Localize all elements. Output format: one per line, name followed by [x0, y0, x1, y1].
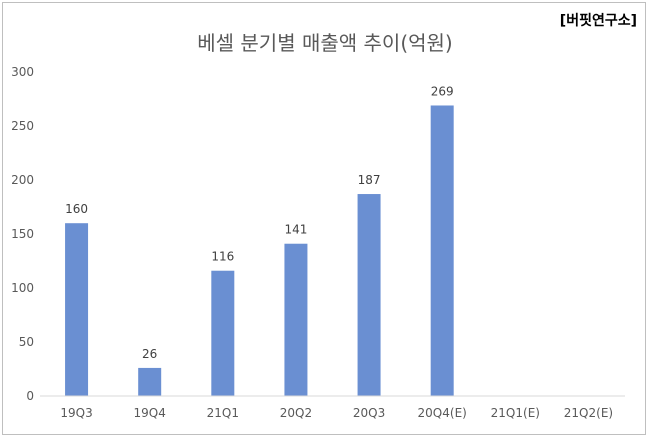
y-tick-label: 150 — [11, 227, 34, 241]
x-tick-label: 19Q3 — [60, 406, 92, 420]
bars: 160 26 116 141 187 269 — [65, 84, 454, 396]
data-label-20Q3: 187 — [358, 173, 381, 187]
x-tick-label: 19Q4 — [134, 406, 166, 420]
bar-19Q4 — [138, 367, 162, 396]
bar-19Q3 — [65, 223, 89, 396]
data-label-19Q3: 160 — [65, 202, 88, 216]
x-tick-label: 21Q1(E) — [491, 406, 540, 420]
y-tick-label: 200 — [11, 173, 34, 187]
x-axis: 19Q3 19Q4 21Q1 20Q2 20Q3 20Q4(E) 21Q1(E) 21Q2(E… — [40, 395, 625, 420]
x-tick-label: 20Q2 — [280, 406, 312, 420]
x-tick-label: 20Q4(E) — [418, 406, 467, 420]
bar-20Q3 — [357, 194, 381, 396]
data-label-19Q4: 26 — [142, 347, 157, 361]
bar-21Q1 — [211, 270, 235, 396]
data-label-20Q4(E): 269 — [431, 84, 454, 98]
bar-20Q4(E) — [430, 105, 454, 396]
y-tick-label: 300 — [11, 65, 34, 79]
y-tick-label: 50 — [19, 335, 34, 349]
data-label-21Q1: 116 — [211, 250, 234, 264]
x-tick-label: 21Q1 — [207, 406, 239, 420]
y-tick-label: 100 — [11, 281, 34, 295]
y-axis: 0 50 100 150 200 250 300 — [11, 65, 34, 403]
chart-frame: [버핏연구소] 베셀 분기별 매출액 추이(억원) — [2, 2, 646, 435]
x-tick-label: 21Q2(E) — [564, 406, 613, 420]
y-tick-label: 250 — [11, 119, 34, 133]
chart-title: 베셀 분기별 매출액 추이(억원) — [197, 31, 453, 55]
data-label-20Q2: 141 — [284, 223, 307, 237]
source-label: [버핏연구소] — [559, 13, 637, 29]
x-tick-label: 20Q3 — [353, 406, 385, 420]
bar-20Q2 — [284, 243, 308, 396]
y-tick-label: 0 — [26, 389, 34, 403]
